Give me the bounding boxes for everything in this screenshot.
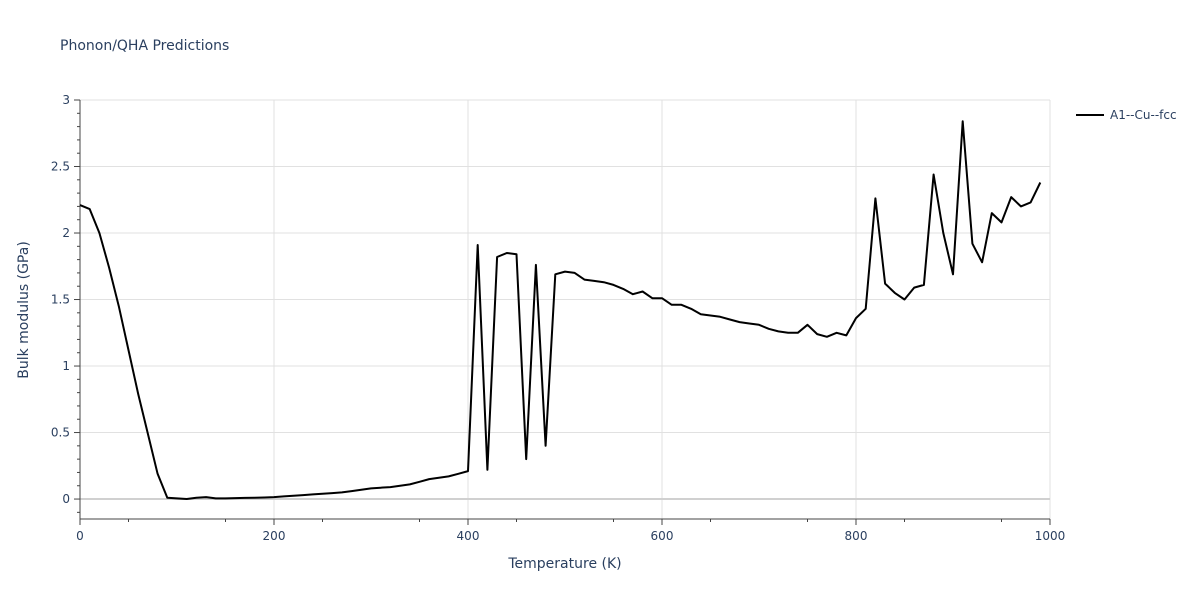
x-tick-label: 400 bbox=[457, 529, 480, 543]
plot-area bbox=[79, 120, 1042, 500]
y-axis-title: Bulk modulus (GPa) bbox=[16, 241, 32, 379]
chart-title: Phonon/QHA Predictions bbox=[60, 38, 229, 54]
y-tick-label: 0 bbox=[62, 492, 70, 506]
x-axis-title: Temperature (K) bbox=[507, 556, 621, 572]
x-tick-label: 1000 bbox=[1035, 529, 1066, 543]
x-tick-label: 600 bbox=[651, 529, 674, 543]
x-tick-label: 200 bbox=[263, 529, 286, 543]
y-tick-label: 2 bbox=[62, 226, 70, 240]
series-line[interactable] bbox=[79, 120, 1042, 500]
grid bbox=[80, 99, 1051, 519]
x-tick-label: 0 bbox=[76, 529, 84, 543]
y-tick-label: 2.5 bbox=[51, 160, 70, 174]
y-tick-label: 1.5 bbox=[51, 293, 70, 307]
y-tick-label: 1 bbox=[62, 359, 70, 373]
y-tick-label: 3 bbox=[62, 93, 70, 107]
axes: 0 200 400 600 800 1000 0 0.5 1 1.5 2 2.5 3 bbox=[51, 93, 1065, 543]
legend[interactable]: A1--Cu--fcc bbox=[1076, 108, 1177, 122]
y-tick-label: 0.5 bbox=[51, 426, 70, 440]
legend-label: A1--Cu--fcc bbox=[1110, 108, 1177, 122]
x-tick-label: 800 bbox=[845, 529, 868, 543]
